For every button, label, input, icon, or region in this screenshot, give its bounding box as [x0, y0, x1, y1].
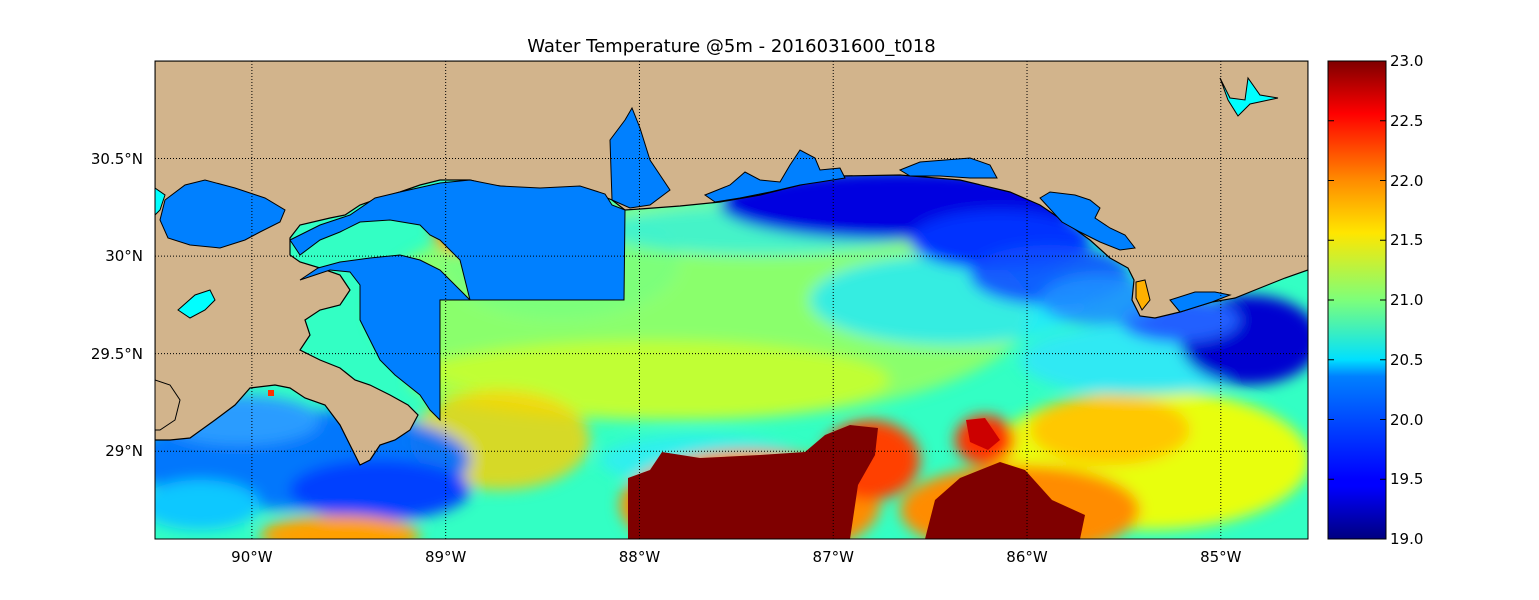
- x-tick-label: 85°W: [1200, 548, 1242, 566]
- colorbar: [1327, 60, 1387, 540]
- x-tick-label: 90°W: [231, 548, 273, 566]
- colorbar-tick-label: 19.0: [1390, 530, 1424, 548]
- plot-area: [155, 61, 1308, 539]
- colorbar-tick-label: 21.5: [1390, 231, 1424, 250]
- colorbar-gradient: [1327, 60, 1387, 540]
- land-mass: [155, 61, 1308, 466]
- x-tick-label: 86°W: [1006, 548, 1048, 566]
- y-tick-label: 30.5°N: [90, 149, 143, 168]
- colorbar-tick-label: 20.5: [1390, 350, 1424, 369]
- figure-title: Water Temperature @5m - 2016031600_t018: [527, 36, 936, 57]
- colorbar-tick-label: 22.0: [1390, 171, 1424, 190]
- plot-frame: [154, 60, 1309, 540]
- y-tick-label: 29°N: [105, 442, 143, 461]
- inland-water: [155, 76, 1279, 422]
- x-tick-label: 89°W: [424, 548, 467, 566]
- colorbar-tick-label: 20.0: [1390, 410, 1424, 429]
- graticule: [155, 61, 1308, 539]
- colorbar-tick-label: 21.0: [1390, 291, 1424, 309]
- y-tick-label: 29.5°N: [90, 344, 143, 363]
- x-tick-label: 88°W: [618, 548, 661, 566]
- y-tick-label: 30°N: [105, 247, 143, 266]
- colorbar-tick-label: 22.5: [1390, 111, 1424, 130]
- colorbar-tick-label: 23.0: [1390, 52, 1424, 70]
- colorbar-tick-label: 19.5: [1390, 470, 1424, 489]
- x-tick-label: 87°W: [812, 548, 854, 566]
